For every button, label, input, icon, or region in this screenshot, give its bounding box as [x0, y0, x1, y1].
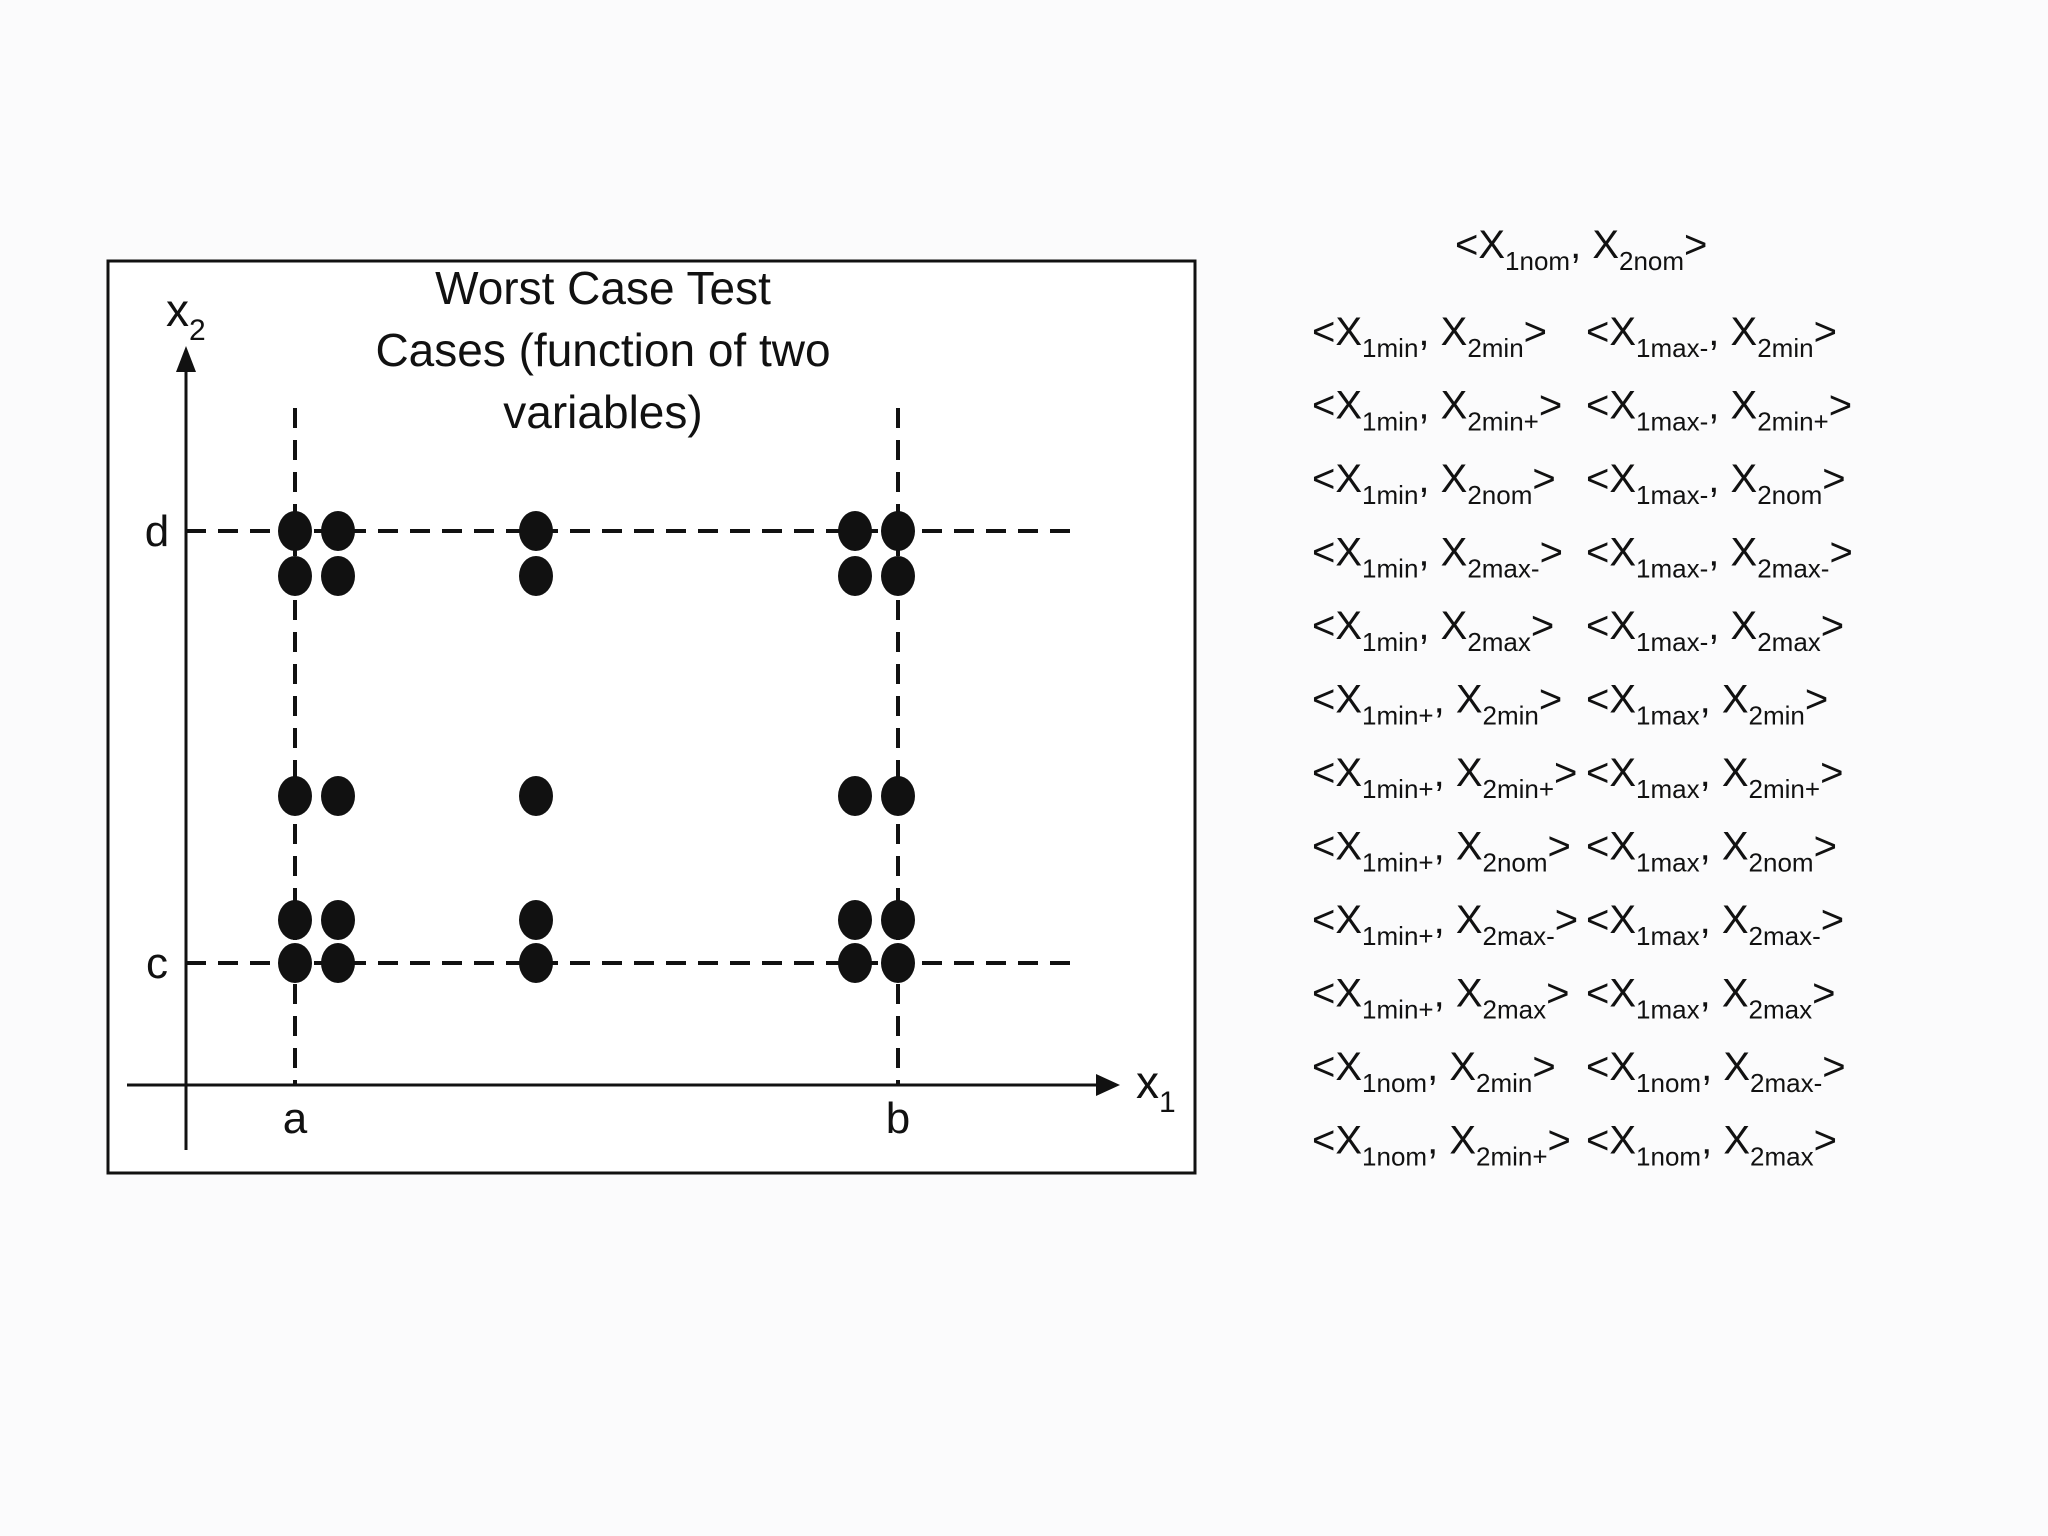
tuple-row-10-left: <X1min+, X2max> [1312, 972, 1569, 1025]
tuple-row-12-right: <X1nom, X2max> [1586, 1119, 1837, 1172]
test-point-x1max-x2max [881, 511, 915, 551]
diagram-frame [106, 259, 1197, 1175]
tuple-row-4-right: <X1max-, X2max-> [1586, 531, 1853, 584]
tick-label-a: a [283, 1094, 308, 1143]
x-axis-arrowhead [1096, 1074, 1120, 1096]
test-point-x1min-x2max- [278, 556, 312, 596]
tuple-row-9-right: <X1max, X2max-> [1586, 898, 1844, 951]
test-point-x1max--x2min [838, 943, 872, 983]
test-point-x1min+-x2max [321, 511, 355, 551]
tuple-row-7-left: <X1min+, X2min+> [1312, 751, 1577, 804]
test-point-x1max-x2max- [881, 556, 915, 596]
diagram-title-line-3: variables) [503, 386, 702, 438]
test-point-x1min-x2min [278, 943, 312, 983]
tuple-row-5-right: <X1max-, X2max> [1586, 604, 1844, 657]
test-point-x1min+-x2nom [321, 776, 355, 816]
test-point-x1nom-x2min [519, 943, 553, 983]
test-case-list: <X1nom, X2nom> <X1min, X2min> <X1max-, X2m… [1312, 223, 1853, 1172]
test-point-x1nom-x2min+ [519, 900, 553, 940]
tuple-row-1-left: <X1min, X2min> [1312, 310, 1547, 363]
tuple-row-6-left: <X1min+, X2min> [1312, 678, 1562, 731]
tuple-row-7-right: <X1max, X2min+> [1586, 751, 1843, 804]
tuple-row-9-left: <X1min+, X2max-> [1312, 898, 1578, 951]
test-point-x1max-x2min+ [881, 900, 915, 940]
test-points [278, 511, 915, 983]
tuple-row-2-right: <X1max-, X2min+> [1586, 384, 1852, 437]
y-axis-label: x2 [166, 284, 206, 347]
test-point-x1min-x2max [278, 511, 312, 551]
diagram-title-line-1: Worst Case Test [435, 262, 771, 314]
tuple-row-3-right: <X1max-, X2nom> [1586, 457, 1846, 510]
test-point-x1min+-x2min [321, 943, 355, 983]
test-point-x1max--x2min+ [838, 900, 872, 940]
test-point-x1max-x2min [881, 943, 915, 983]
tuple-row-8-right: <X1max, X2nom> [1586, 825, 1837, 878]
tuple-row-10-right: <X1max, X2max> [1586, 972, 1835, 1025]
tuple-row-11-left: <X1nom, X2min> [1312, 1045, 1556, 1098]
tuple-row-1-right: <X1max-, X2min> [1586, 310, 1837, 363]
test-point-x1nom-x2max [519, 511, 553, 551]
tuple-row-6-right: <X1max, X2min> [1586, 678, 1828, 731]
test-point-x1max-x2nom [881, 776, 915, 816]
y-axis-arrowhead [176, 346, 196, 372]
test-point-x1nom-x2max- [519, 556, 553, 596]
x-axis-label: x1 [1136, 1056, 1176, 1119]
tuple-row-11-right: <X1nom, X2max-> [1586, 1045, 1846, 1098]
test-point-x1max--x2max [838, 511, 872, 551]
tuple-row-4-left: <X1min, X2max-> [1312, 531, 1563, 584]
test-point-x1max--x2max- [838, 556, 872, 596]
tuple-row-5-left: <X1min, X2max> [1312, 604, 1554, 657]
tuple-row-12-left: <X1nom, X2min+> [1312, 1119, 1571, 1172]
test-point-x1min+-x2max- [321, 556, 355, 596]
tick-label-b: b [886, 1094, 910, 1143]
diagram-title-line-2: Cases (function of two [375, 324, 830, 376]
test-point-x1min+-x2min+ [321, 900, 355, 940]
tick-label-d: d [145, 507, 169, 556]
test-point-x1nom-x2nom [519, 776, 553, 816]
tick-label-c: c [146, 939, 168, 988]
test-point-x1max--x2nom [838, 776, 872, 816]
tuple-row-2-left: <X1min, X2min+> [1312, 384, 1562, 437]
test-point-x1min-x2nom [278, 776, 312, 816]
test-point-x1min-x2min+ [278, 900, 312, 940]
tuple-row-3-left: <X1min, X2nom> [1312, 457, 1556, 510]
tuple-header: <X1nom, X2nom> [1455, 223, 1707, 276]
tuple-row-8-left: <X1min+, X2nom> [1312, 825, 1571, 878]
